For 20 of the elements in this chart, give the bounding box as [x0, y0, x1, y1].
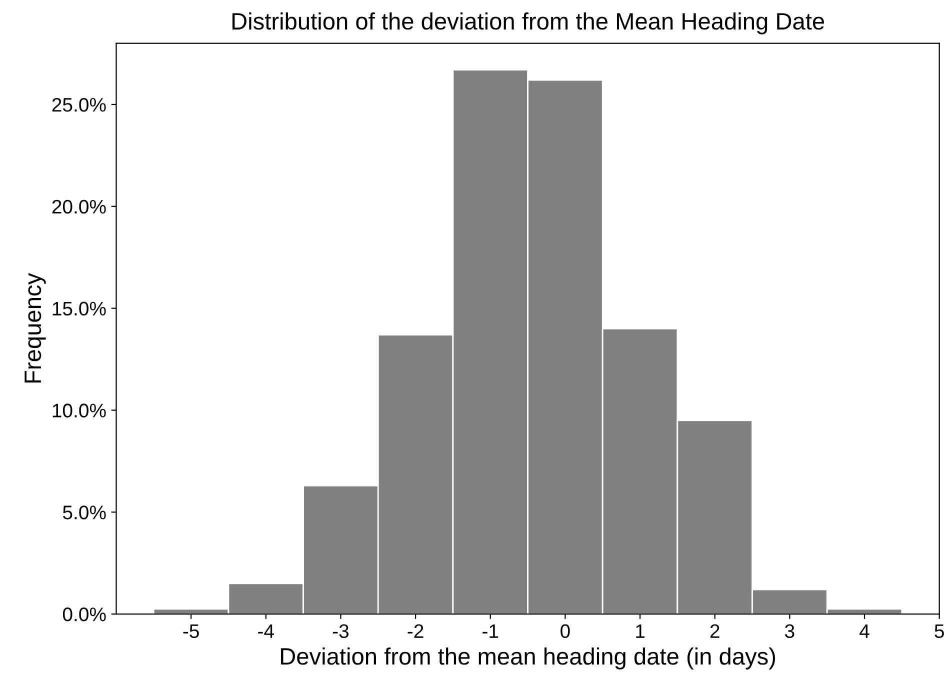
x-tick-label: 4: [860, 624, 870, 638]
x-tick-label: -4: [258, 624, 274, 638]
y-tick-label: 20.0%: [52, 200, 106, 214]
x-axis-title: Deviation from the mean heading date (in days): [281, 647, 776, 670]
x-tick-label: 2: [710, 624, 720, 638]
chart-title: Distribution of the deviation from the Mean Heading Date: [232, 12, 824, 34]
x-tick-label: -3: [332, 624, 349, 638]
y-tick-label: 10.0%: [52, 404, 106, 418]
y-tick-label: 0.0%: [62, 608, 106, 622]
x-tick-label: -1: [482, 624, 498, 638]
x-tick-label: 3: [785, 624, 794, 638]
x-tick-label: 0: [560, 624, 570, 638]
y-tick-label: 5.0%: [62, 506, 106, 520]
y-tick-label: 15.0%: [52, 302, 106, 316]
x-tick-label: 1: [636, 624, 644, 638]
x-tick-label: -2: [408, 624, 424, 638]
y-axis-title: Frequency: [24, 272, 46, 383]
x-tick-label: -5: [183, 624, 199, 638]
y-tick-label: 25.0%: [52, 98, 106, 112]
x-tick-label: 5: [934, 624, 944, 638]
